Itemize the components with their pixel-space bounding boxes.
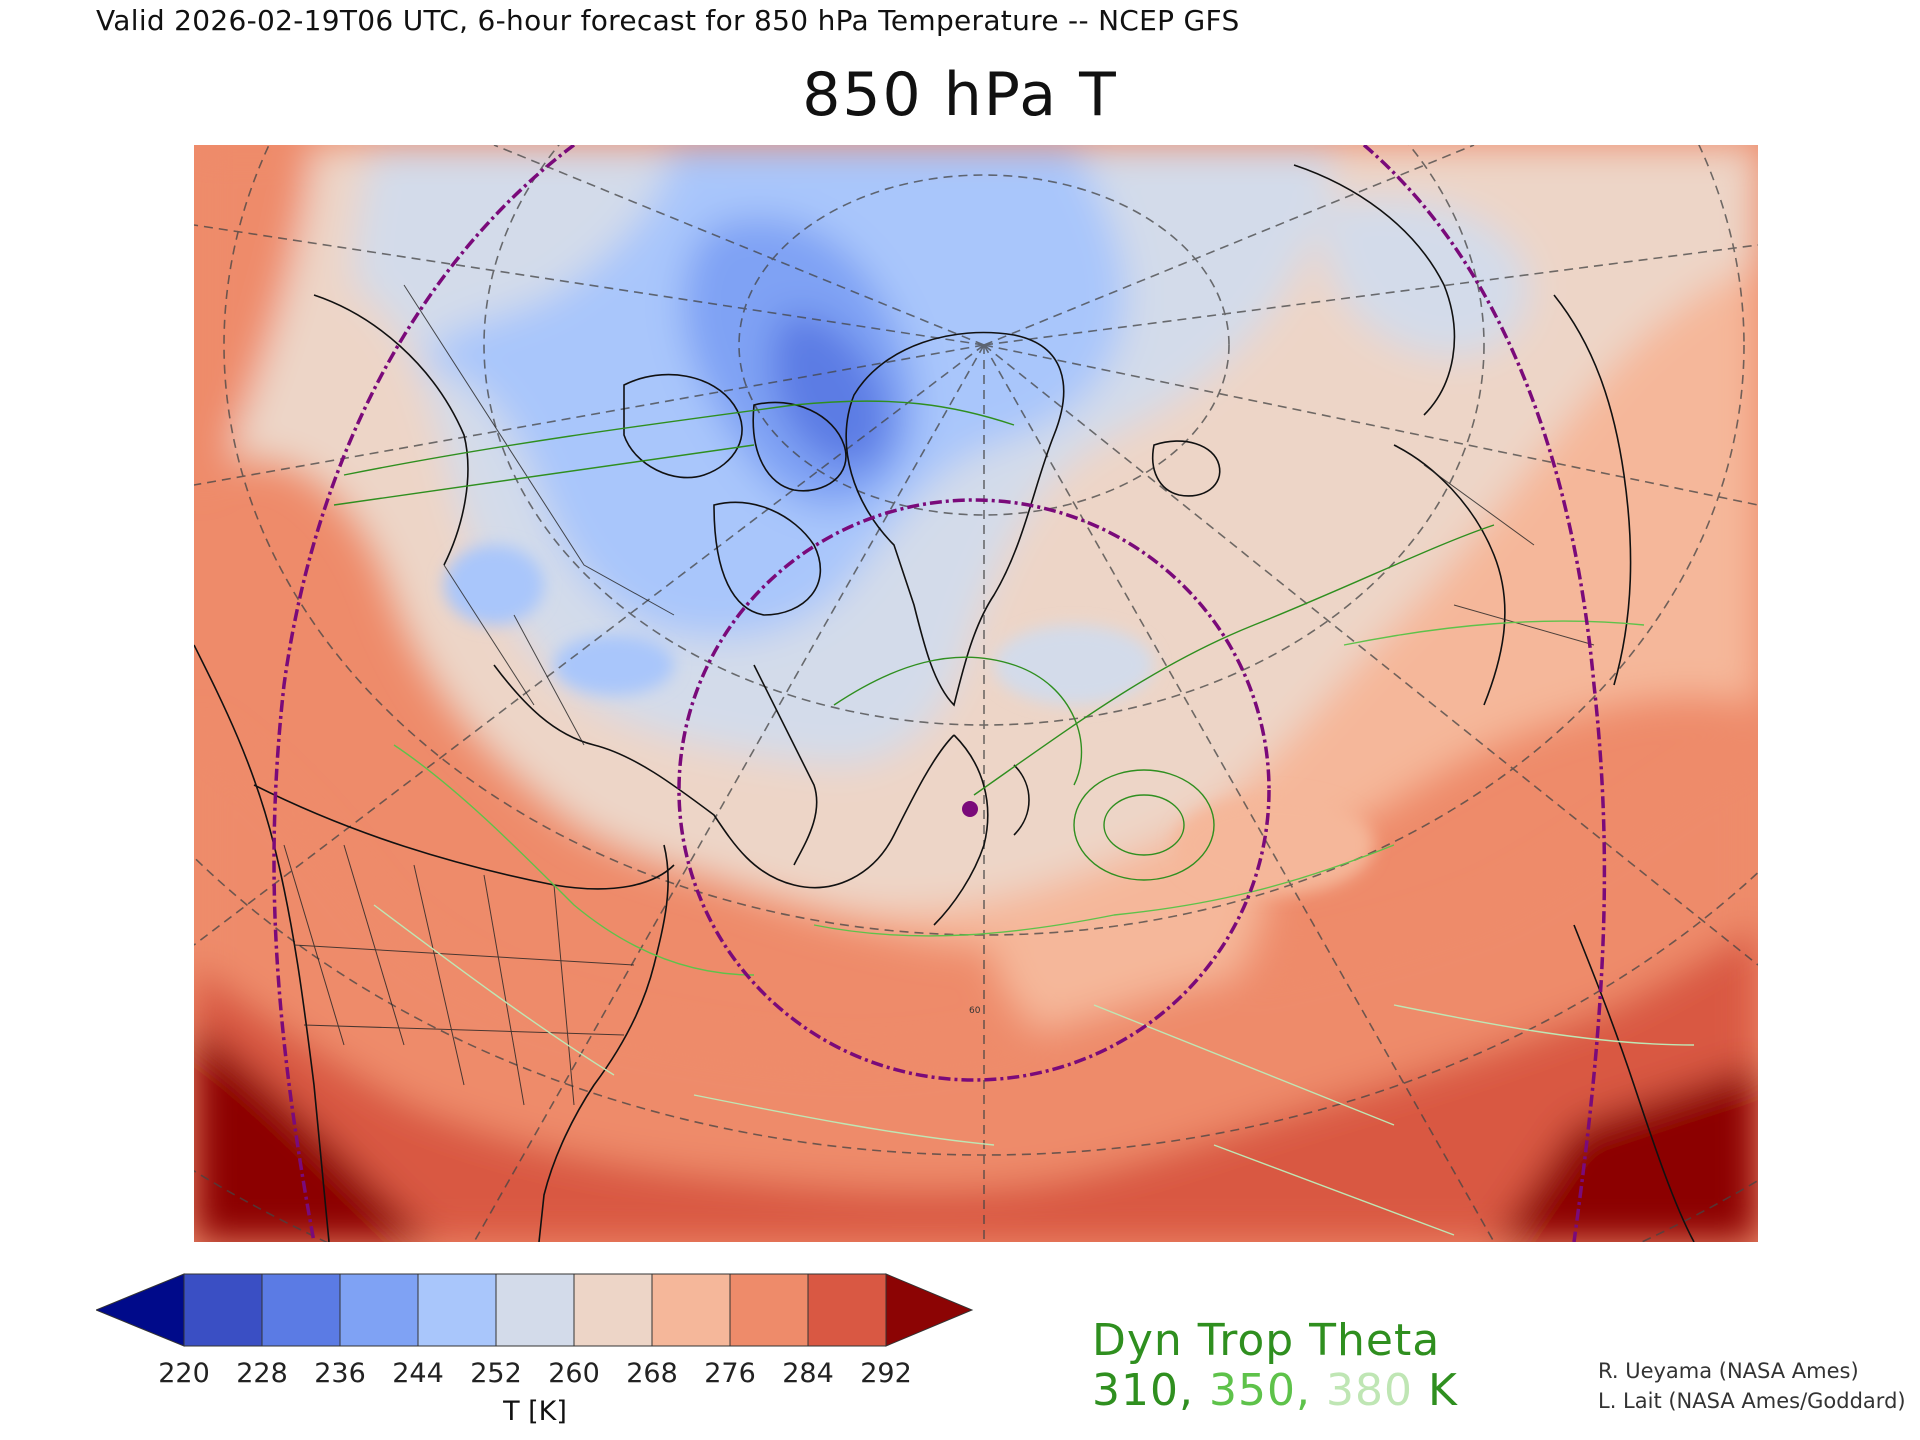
colorbar-swatch — [729, 1273, 809, 1347]
trop-value-310: 310 — [1092, 1365, 1179, 1416]
trop-unit: K — [1427, 1365, 1458, 1416]
colorbar-tick-label: 236 — [314, 1358, 366, 1389]
colorbar-tick-labels: 220 228 236 244 252 260 268 276 284 292 — [0, 1358, 1920, 1398]
colorbar — [94, 1270, 976, 1350]
location-marker[interactable] — [962, 801, 978, 817]
trop-sep-2: , — [1295, 1365, 1311, 1416]
graticule — [194, 145, 1758, 1242]
colorbar-tick-label: 268 — [626, 1358, 678, 1389]
colorbar-swatch — [651, 1273, 731, 1347]
colorbar-over-arrow — [885, 1273, 974, 1347]
colorbar-tick-label: 292 — [860, 1358, 912, 1389]
colorbar-tick-label: 244 — [392, 1358, 444, 1389]
colorbar-tick-label: 228 — [236, 1358, 288, 1389]
temperature-field — [194, 145, 1758, 1242]
trop-value-380: 380 — [1325, 1365, 1413, 1416]
colorbar-swatch — [261, 1273, 341, 1347]
temperature-map[interactable]: 60 — [194, 145, 1758, 1242]
grid-label: 60 — [969, 1006, 981, 1016]
colorbar-swatch — [495, 1273, 575, 1347]
trop-sep-1: , — [1178, 1365, 1194, 1416]
credits: R. Ueyama (NASA Ames) L. Lait (NASA Ames… — [1598, 1356, 1906, 1416]
political-borders — [283, 284, 1595, 1106]
colorbar-tick-label: 276 — [704, 1358, 756, 1389]
colorbar-tick-label: 252 — [470, 1358, 522, 1389]
colorbar-tick-label: 284 — [782, 1358, 834, 1389]
temperature-field-details — [444, 545, 1374, 895]
trop-theta-contours — [333, 400, 1695, 1236]
colorbar-swatch — [183, 1273, 263, 1347]
colorbar-under-arrow — [94, 1273, 185, 1347]
colorbar-tick-label: 260 — [548, 1358, 600, 1389]
map-svg: 60 — [194, 145, 1758, 1242]
colorbar-swatch — [339, 1273, 419, 1347]
valid-time-header: Valid 2026-02-19T06 UTC, 6-hour forecast… — [96, 4, 1240, 37]
colorbar-swatch — [417, 1273, 497, 1347]
trop-theta-legend-values: 310, 350, 380 K — [1092, 1365, 1458, 1416]
plot-title: 850 hPa T — [802, 60, 1118, 130]
trop-value-350: 350 — [1208, 1365, 1296, 1416]
trop-theta-legend-title: Dyn Trop Theta — [1092, 1315, 1441, 1366]
colorbar-tick-label: 220 — [158, 1358, 210, 1389]
credit-line-2: L. Lait (NASA Ames/Goddard) — [1598, 1389, 1906, 1413]
colorbar-svg — [94, 1273, 974, 1347]
colorbar-units: T [K] — [503, 1396, 567, 1427]
credit-line-1: R. Ueyama (NASA Ames) — [1598, 1359, 1859, 1383]
reference-circles — [272, 145, 1607, 1242]
colorbar-swatch — [573, 1273, 653, 1347]
colorbar-swatch — [807, 1273, 887, 1347]
